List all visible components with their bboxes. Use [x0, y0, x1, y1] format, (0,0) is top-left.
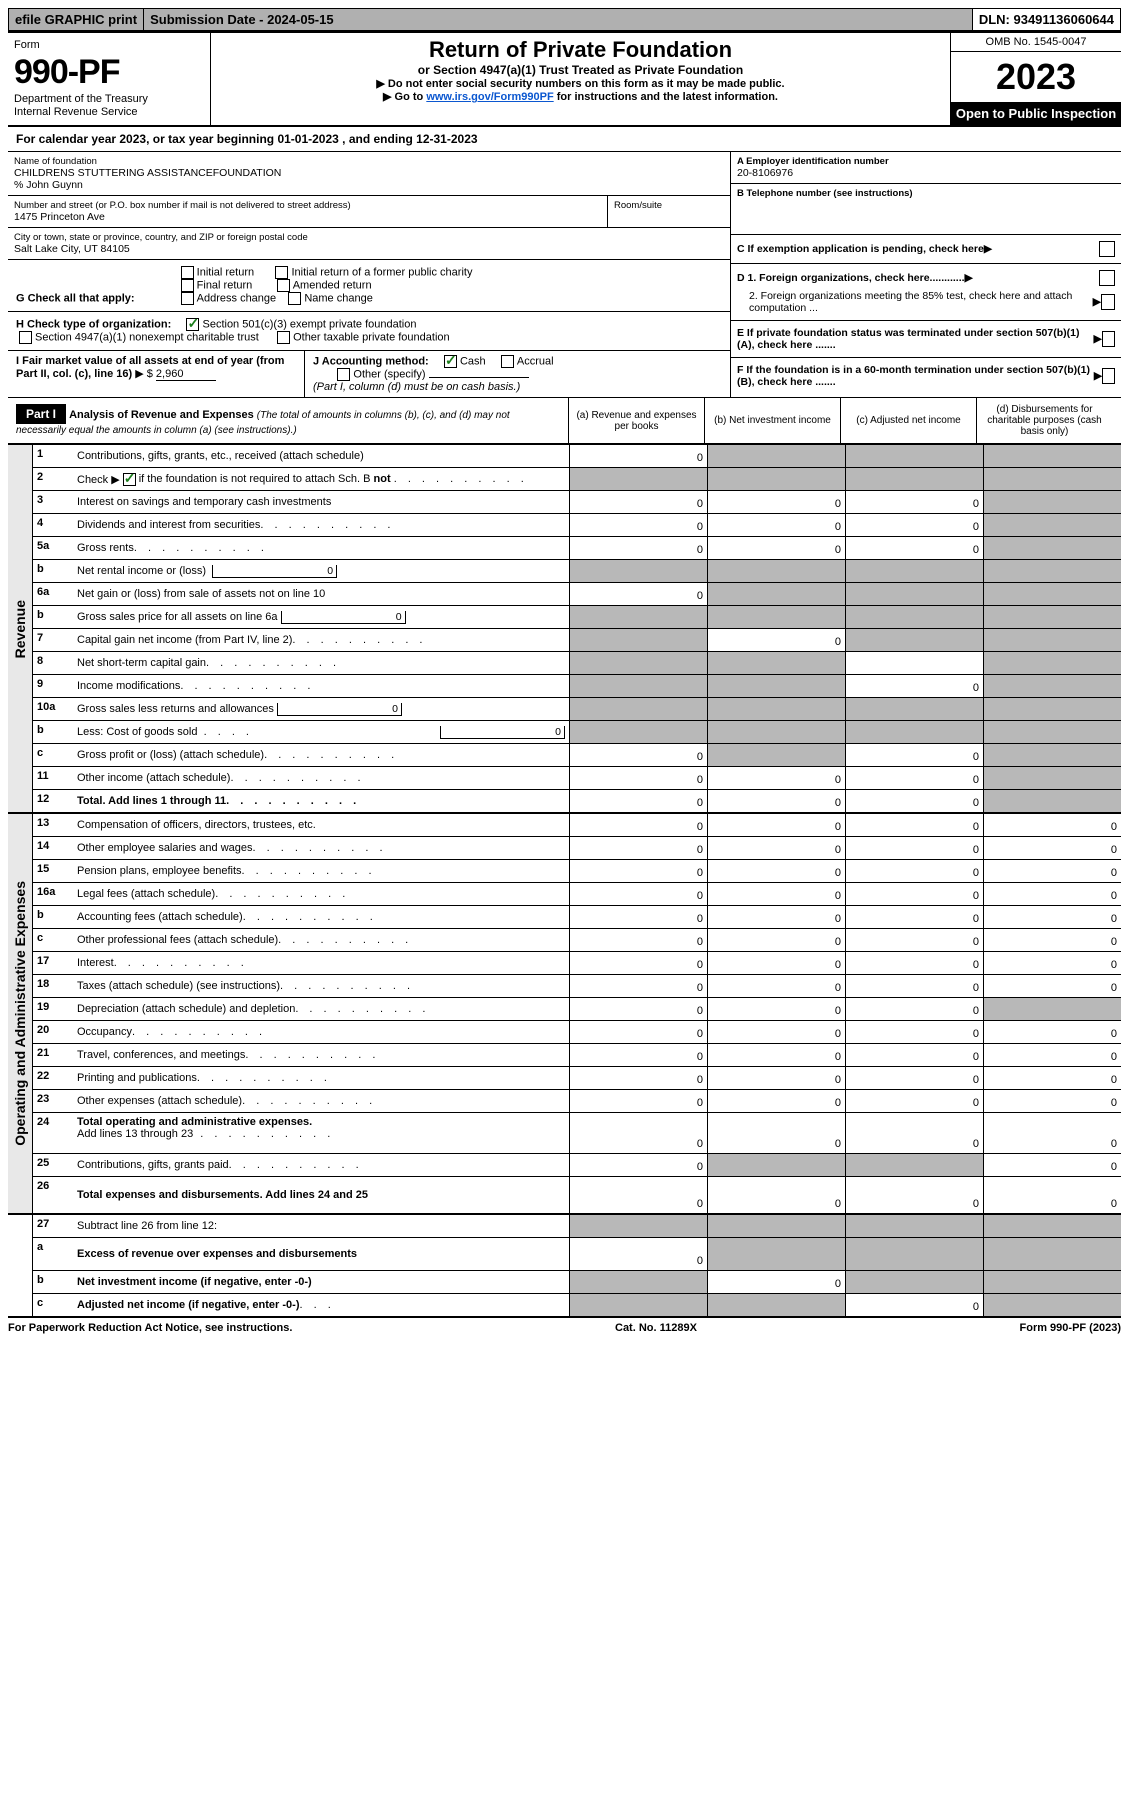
- city-state-zip: Salt Lake City, UT 84105: [14, 243, 724, 255]
- revenue-sidebar: Revenue: [8, 445, 33, 812]
- tax-year: 2023: [951, 52, 1121, 102]
- chk-address-change[interactable]: [181, 292, 194, 305]
- chk-other-specify[interactable]: [337, 368, 350, 381]
- ein-label: A Employer identification number: [737, 156, 1115, 167]
- col-b: (b) Net investment income: [704, 398, 840, 443]
- chk-initial-former[interactable]: [275, 266, 288, 279]
- section-d1: D 1. Foreign organizations, check here..…: [737, 272, 965, 284]
- foundation-info: Name of foundation CHILDRENS STUTTERING …: [8, 152, 1121, 398]
- submission-date: Submission Date - 2024-05-15: [143, 8, 973, 31]
- name-label: Name of foundation: [14, 156, 724, 167]
- chk-60month[interactable]: [1102, 368, 1115, 384]
- section-g: G Check all that apply: Initial return I…: [8, 260, 730, 312]
- chk-amended-return[interactable]: [277, 279, 290, 292]
- chk-4947a1[interactable]: [19, 331, 32, 344]
- irs-link[interactable]: www.irs.gov/Form990PF: [426, 91, 553, 103]
- form-header: Form 990-PF Department of the Treasury I…: [8, 33, 1121, 127]
- form-number: 990-PF: [14, 52, 204, 93]
- addr-label: Number and street (or P.O. box number if…: [14, 200, 601, 211]
- room-suite-label: Room/suite: [607, 196, 730, 227]
- phone-label: B Telephone number (see instructions): [737, 188, 1115, 199]
- col-d: (d) Disbursements for charitable purpose…: [976, 398, 1112, 443]
- dept-treasury: Department of the Treasury: [14, 93, 204, 106]
- line27-section: 27Subtract line 26 from line 12: aExcess…: [8, 1215, 1121, 1318]
- chk-name-change[interactable]: [288, 292, 301, 305]
- care-of: % John Guynn: [14, 179, 724, 191]
- col-c: (c) Adjusted net income: [840, 398, 976, 443]
- city-label: City or town, state or province, country…: [14, 232, 724, 243]
- dln: DLN: 93491136060644: [973, 8, 1121, 31]
- addr: 1475 Princeton Ave: [14, 211, 601, 223]
- cat-number: Cat. No. 11289X: [615, 1322, 697, 1334]
- revenue-section: Revenue 1Contributions, gifts, grants, e…: [8, 445, 1121, 814]
- chk-schb[interactable]: [123, 473, 136, 486]
- goto-instr: ▶ Go to www.irs.gov/Form990PF for instru…: [219, 90, 942, 103]
- efile-label: efile GRAPHIC print: [8, 8, 143, 31]
- chk-final-return[interactable]: [181, 279, 194, 292]
- part1-tag: Part I: [16, 404, 66, 424]
- calendar-year-row: For calendar year 2023, or tax year begi…: [8, 127, 1121, 152]
- paperwork-notice: For Paperwork Reduction Act Notice, see …: [8, 1322, 292, 1334]
- form-word: Form: [14, 39, 204, 52]
- part1-header: Part I Analysis of Revenue and Expenses …: [8, 398, 1121, 445]
- chk-accrual[interactable]: [501, 355, 514, 368]
- foundation-name: CHILDRENS STUTTERING ASSISTANCEFOUNDATIO…: [14, 167, 724, 179]
- top-bar: efile GRAPHIC print Submission Date - 20…: [8, 8, 1121, 33]
- section-h: H Check type of organization: Section 50…: [8, 312, 730, 351]
- omb-number: OMB No. 1545-0047: [951, 33, 1121, 52]
- chk-501c3[interactable]: [186, 318, 199, 331]
- section-e: E If private foundation status was termi…: [737, 327, 1094, 351]
- ein-value: 20-8106976: [737, 167, 1115, 179]
- part1-title: Analysis of Revenue and Expenses: [69, 409, 254, 421]
- return-subtitle: or Section 4947(a)(1) Trust Treated as P…: [219, 63, 942, 77]
- page-footer: For Paperwork Reduction Act Notice, see …: [8, 1318, 1121, 1334]
- chk-initial-return[interactable]: [181, 266, 194, 279]
- cash-basis-note: (Part I, column (d) must be on cash basi…: [313, 381, 520, 393]
- expenses-section: Operating and Administrative Expenses 13…: [8, 814, 1121, 1215]
- form-ref: Form 990-PF (2023): [1020, 1322, 1121, 1334]
- ssn-warning: ▶ Do not enter social security numbers o…: [219, 77, 942, 90]
- chk-cash[interactable]: [444, 355, 457, 368]
- chk-foreign-org[interactable]: [1099, 270, 1115, 286]
- irs-label: Internal Revenue Service: [14, 106, 204, 119]
- section-f: F If the foundation is in a 60-month ter…: [737, 364, 1094, 388]
- section-c: C If exemption application is pending, c…: [737, 243, 984, 255]
- return-title: Return of Private Foundation: [219, 37, 942, 63]
- col-a: (a) Revenue and expenses per books: [568, 398, 704, 443]
- open-inspection: Open to Public Inspection: [951, 102, 1121, 125]
- section-d2: 2. Foreign organizations meeting the 85%…: [737, 290, 1093, 314]
- chk-status-terminated[interactable]: [1102, 331, 1115, 347]
- chk-foreign-85[interactable]: [1101, 294, 1115, 310]
- expenses-sidebar: Operating and Administrative Expenses: [8, 814, 33, 1213]
- chk-other-taxable[interactable]: [277, 331, 290, 344]
- chk-exemption-pending[interactable]: [1099, 241, 1115, 257]
- fmv-value: 2,960: [156, 368, 216, 381]
